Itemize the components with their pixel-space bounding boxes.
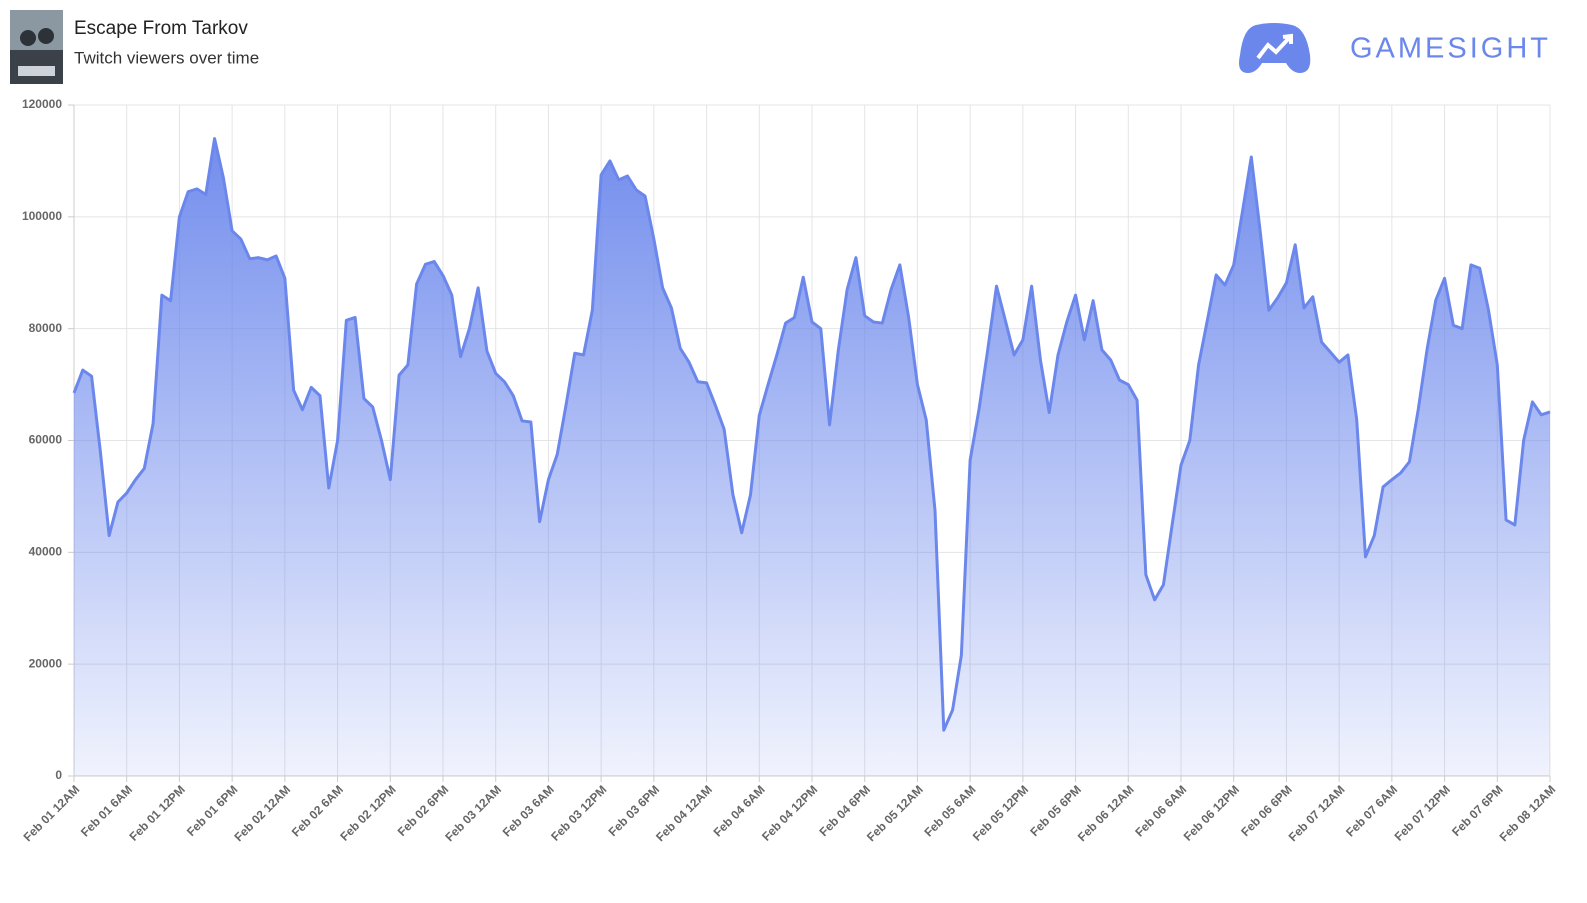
x-tick-label: Feb 06 6PM <box>1238 782 1295 839</box>
x-tick-label: Feb 03 12AM <box>442 782 504 844</box>
x-tick-label: Feb 02 6AM <box>289 782 346 839</box>
x-tick-label: Feb 07 12AM <box>1286 782 1348 844</box>
x-tick-label: Feb 03 6PM <box>606 782 663 839</box>
y-tick-label: 0 <box>55 768 62 782</box>
y-tick-label: 120000 <box>22 97 62 111</box>
x-tick-label: Feb 03 6AM <box>500 782 557 839</box>
line <box>72 137 1551 732</box>
chart-title: Escape From Tarkov <box>74 18 248 39</box>
x-tick-label: Feb 07 6AM <box>1343 782 1400 839</box>
x-tick-label: Feb 02 6PM <box>395 782 452 839</box>
x-tick-label: Feb 06 12AM <box>1075 782 1137 844</box>
chart-subtitle: Twitch viewers over time <box>74 48 259 67</box>
x-tick-label: Feb 05 12PM <box>970 782 1031 843</box>
brand-name: GAMESIGHT <box>1350 33 1551 65</box>
x-tick-label: Feb 02 12PM <box>337 782 398 843</box>
x-tick-label: Feb 04 12PM <box>759 782 820 843</box>
x-tick-label: Feb 06 6AM <box>1132 782 1189 839</box>
x-tick-label: Feb 02 12AM <box>231 782 293 844</box>
x-tick-label: Feb 03 12PM <box>548 782 609 843</box>
x-tick-label: Feb 06 12PM <box>1181 782 1242 843</box>
y-tick-label: 20000 <box>29 656 63 670</box>
x-tick-label: Feb 05 6PM <box>1027 782 1084 839</box>
area-fill <box>74 138 1550 777</box>
brand-logo <box>1239 23 1311 73</box>
game-icon <box>10 10 63 84</box>
y-tick-label: 60000 <box>29 433 63 447</box>
x-tick-label: Feb 07 12PM <box>1392 782 1453 843</box>
x-tick-label: Feb 05 12AM <box>864 782 926 844</box>
x-tick-label: Feb 01 12PM <box>126 782 187 843</box>
x-tick-label: Feb 01 6AM <box>78 782 135 839</box>
x-tick-label: Feb 01 6PM <box>184 782 241 839</box>
x-tick-label: Feb 05 6AM <box>921 782 978 839</box>
x-tick-label: Feb 04 6AM <box>711 782 768 839</box>
x-tick-label: Feb 07 6PM <box>1449 782 1506 839</box>
y-tick-label: 100000 <box>22 209 62 223</box>
x-tick-label: Feb 08 12AM <box>1497 782 1559 844</box>
x-tick-label: Feb 04 6PM <box>816 782 873 839</box>
y-tick-label: 80000 <box>29 321 63 335</box>
x-tick-label: Feb 01 12AM <box>21 782 83 844</box>
y-tick-label: 40000 <box>29 545 63 559</box>
x-tick-label: Feb 04 12AM <box>653 782 715 844</box>
